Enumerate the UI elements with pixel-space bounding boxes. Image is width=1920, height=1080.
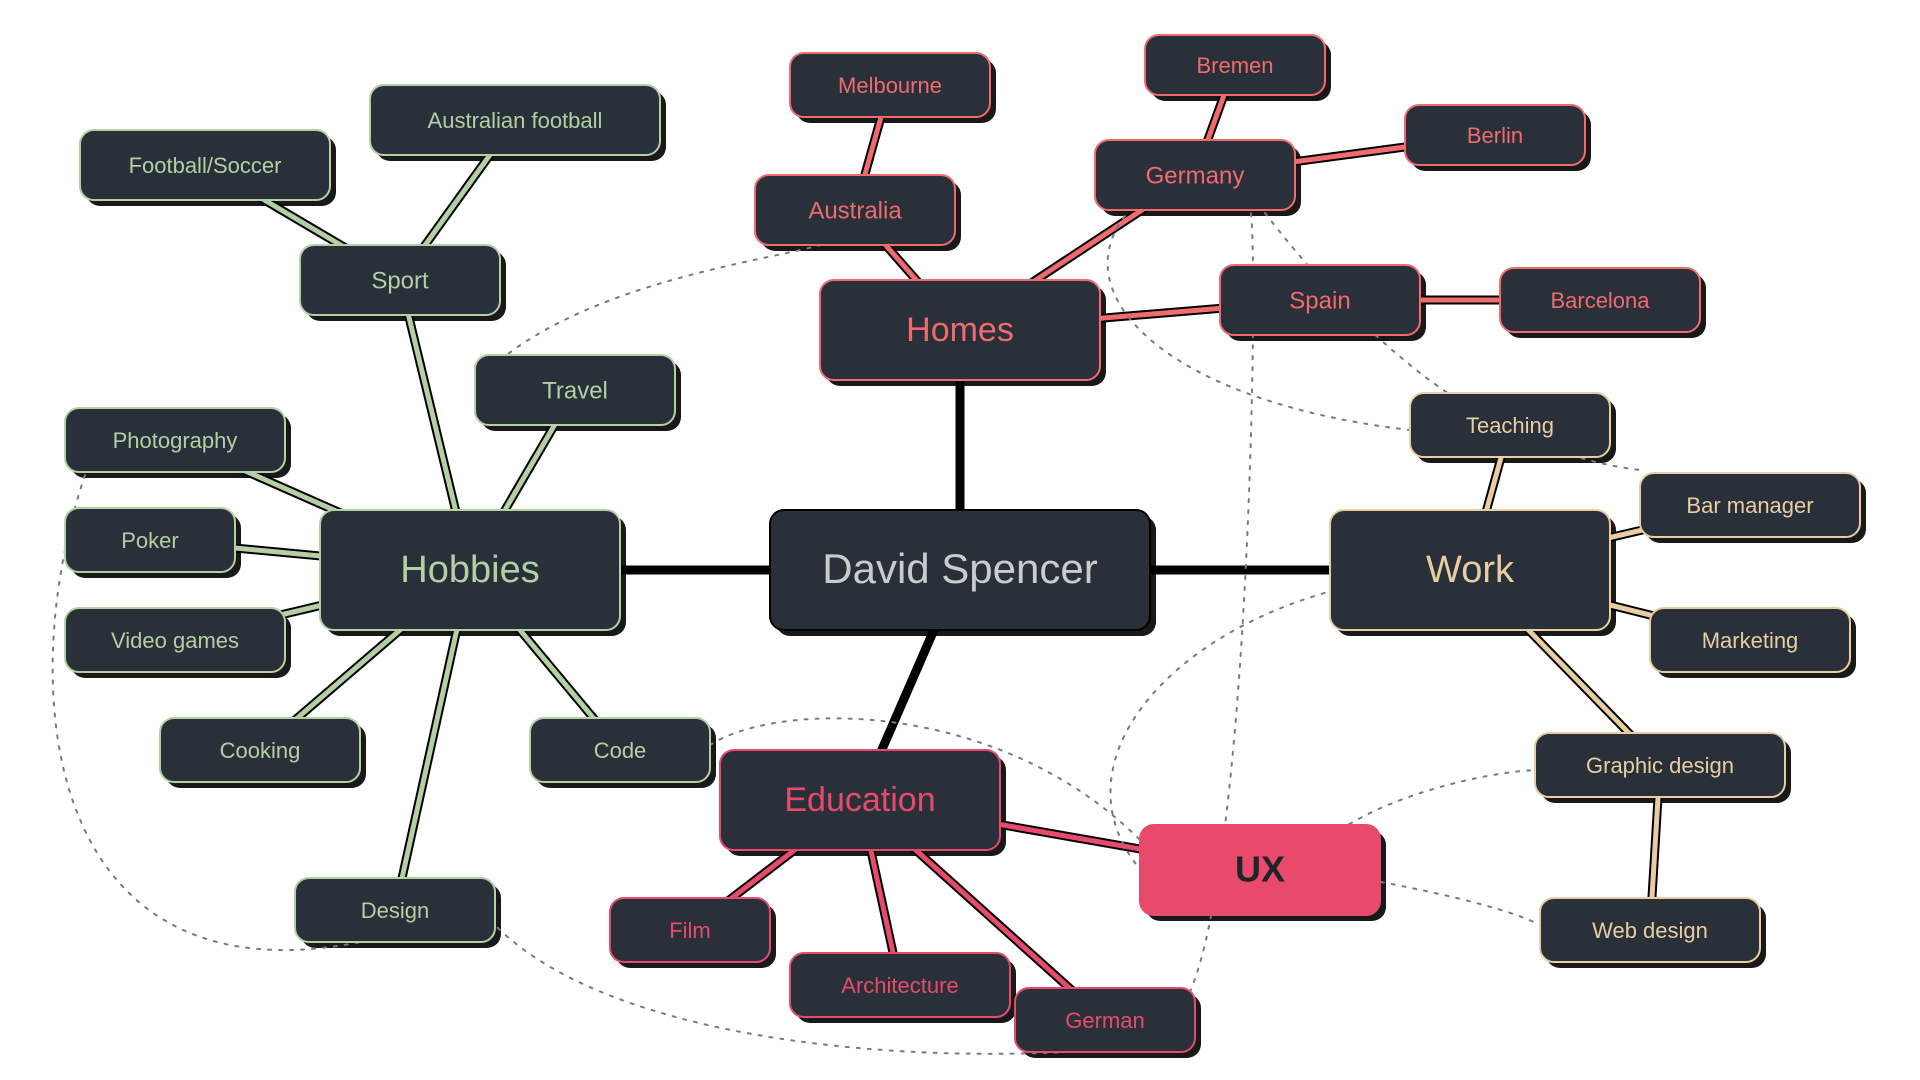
node-marketing[interactable]: Marketing (1650, 608, 1850, 672)
node-root-label: David Spencer (822, 545, 1097, 592)
node-australia[interactable]: Australia (755, 175, 955, 245)
node-travel-label: Travel (542, 377, 608, 404)
node-poker-label: Poker (121, 528, 178, 553)
node-education-label: Education (784, 781, 935, 819)
node-germany-label: Germany (1146, 162, 1245, 189)
node-bremen-label: Bremen (1196, 53, 1273, 78)
node-aussie-label: Australian football (428, 108, 603, 133)
node-german[interactable]: German (1015, 988, 1195, 1052)
node-barman[interactable]: Bar manager (1640, 473, 1860, 537)
node-photo-label: Photography (113, 428, 238, 453)
node-ux-label: UX (1235, 849, 1285, 890)
node-teaching[interactable]: Teaching (1410, 393, 1610, 457)
node-german-label: German (1065, 1008, 1144, 1033)
node-work-label: Work (1426, 549, 1515, 591)
node-barman-label: Bar manager (1686, 493, 1813, 518)
node-games-label: Video games (111, 628, 239, 653)
node-cooking[interactable]: Cooking (160, 718, 360, 782)
node-graphic-label: Graphic design (1586, 753, 1734, 778)
node-travel[interactable]: Travel (475, 355, 675, 425)
crosslink-edge (1370, 880, 1545, 930)
crosslink-edge (1340, 770, 1540, 830)
node-football-label: Football/Soccer (129, 153, 282, 178)
node-barcelona[interactable]: Barcelona (1500, 268, 1700, 332)
node-code[interactable]: Code (530, 718, 710, 782)
node-hobbies[interactable]: Hobbies (320, 510, 620, 630)
node-berlin[interactable]: Berlin (1405, 105, 1585, 165)
node-games[interactable]: Video games (65, 608, 285, 672)
node-graphic[interactable]: Graphic design (1535, 733, 1785, 797)
node-sport-label: Sport (371, 267, 429, 294)
crosslink-edge (500, 245, 820, 360)
node-webdesign[interactable]: Web design (1540, 898, 1760, 962)
mindmap-canvas: David Spencer Hobbies Homes Education Work Sp… (0, 0, 1920, 1080)
node-football[interactable]: Football/Soccer (80, 130, 330, 200)
node-homes-label: Homes (906, 311, 1014, 349)
node-cooking-label: Cooking (220, 738, 301, 763)
node-film-label: Film (669, 918, 711, 943)
node-australia-label: Australia (808, 197, 902, 224)
node-barcelona-label: Barcelona (1550, 288, 1650, 313)
node-poker[interactable]: Poker (65, 508, 235, 572)
node-melbourne[interactable]: Melbourne (790, 53, 990, 117)
node-arch[interactable]: Architecture (790, 953, 1010, 1017)
node-marketing-label: Marketing (1702, 628, 1799, 653)
node-teaching-label: Teaching (1466, 413, 1554, 438)
node-homes[interactable]: Homes (820, 280, 1100, 380)
node-education[interactable]: Education (720, 750, 1000, 850)
node-design-label: Design (361, 898, 429, 923)
node-spain-label: Spain (1289, 287, 1350, 314)
node-webdesign-label: Web design (1592, 918, 1708, 943)
node-spain[interactable]: Spain (1220, 265, 1420, 335)
node-aussie[interactable]: Australian football (370, 85, 660, 155)
node-berlin-label: Berlin (1467, 123, 1523, 148)
node-arch-label: Architecture (841, 973, 958, 998)
node-root[interactable]: David Spencer (770, 510, 1150, 630)
node-code-label: Code (594, 738, 647, 763)
node-bremen[interactable]: Bremen (1145, 35, 1325, 95)
node-hobbies-label: Hobbies (400, 549, 539, 591)
node-melbourne-label: Melbourne (838, 73, 942, 98)
node-germany[interactable]: Germany (1095, 140, 1295, 210)
node-film[interactable]: Film (610, 898, 770, 962)
node-work[interactable]: Work (1330, 510, 1610, 630)
node-design[interactable]: Design (295, 878, 495, 942)
node-sport[interactable]: Sport (300, 245, 500, 315)
node-photo[interactable]: Photography (65, 408, 285, 472)
node-ux[interactable]: UX (1140, 825, 1380, 915)
